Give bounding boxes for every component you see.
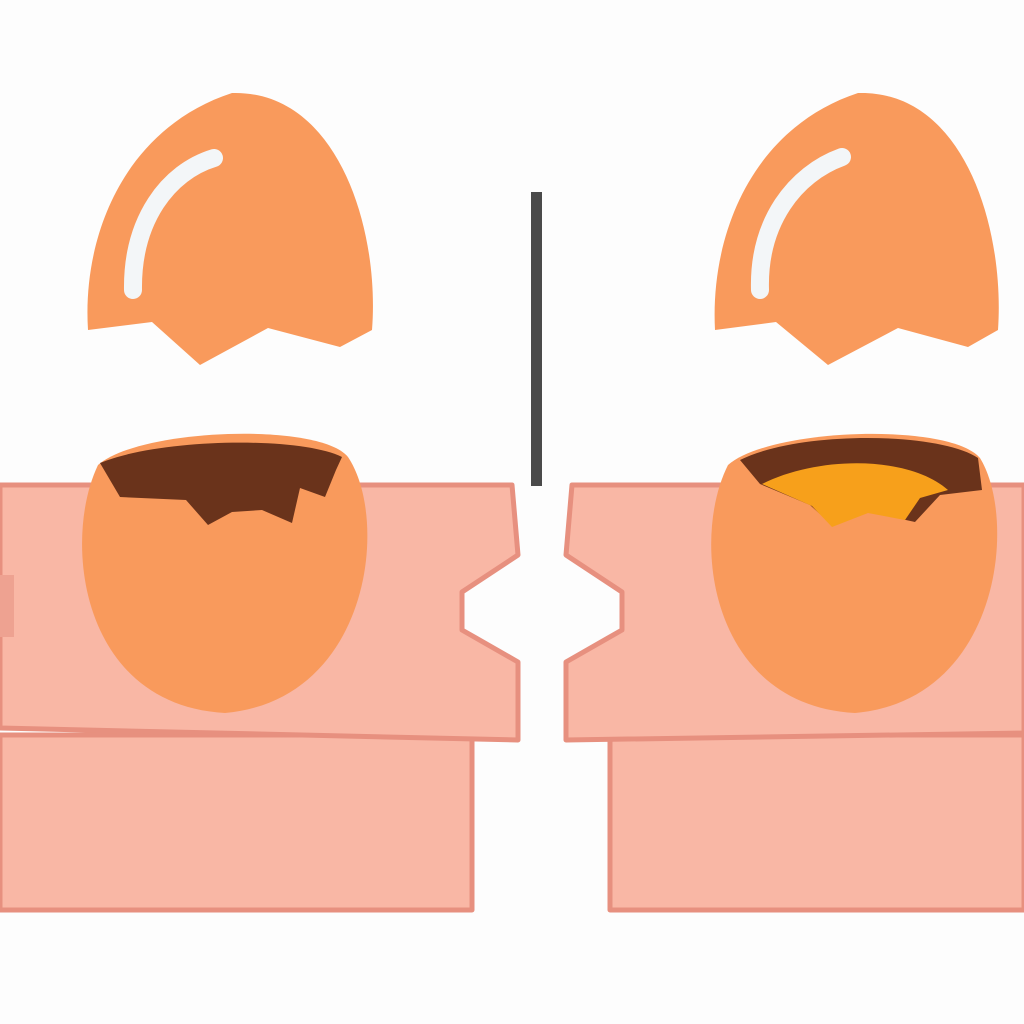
right-lower-carton bbox=[607, 732, 1024, 913]
right-eggshell-cap bbox=[714, 92, 999, 366]
right-egg-yolk bbox=[762, 463, 948, 527]
left-panel bbox=[0, 92, 521, 913]
right-cap-highlight bbox=[750, 148, 851, 299]
left-carton-tab bbox=[0, 575, 14, 637]
left-cap-highlight bbox=[123, 149, 223, 299]
right-panel bbox=[563, 92, 1024, 913]
left-lower-carton bbox=[0, 732, 475, 913]
divider-line bbox=[531, 192, 542, 486]
left-egg-interior bbox=[100, 442, 342, 525]
left-eggshell-cap bbox=[87, 92, 373, 366]
